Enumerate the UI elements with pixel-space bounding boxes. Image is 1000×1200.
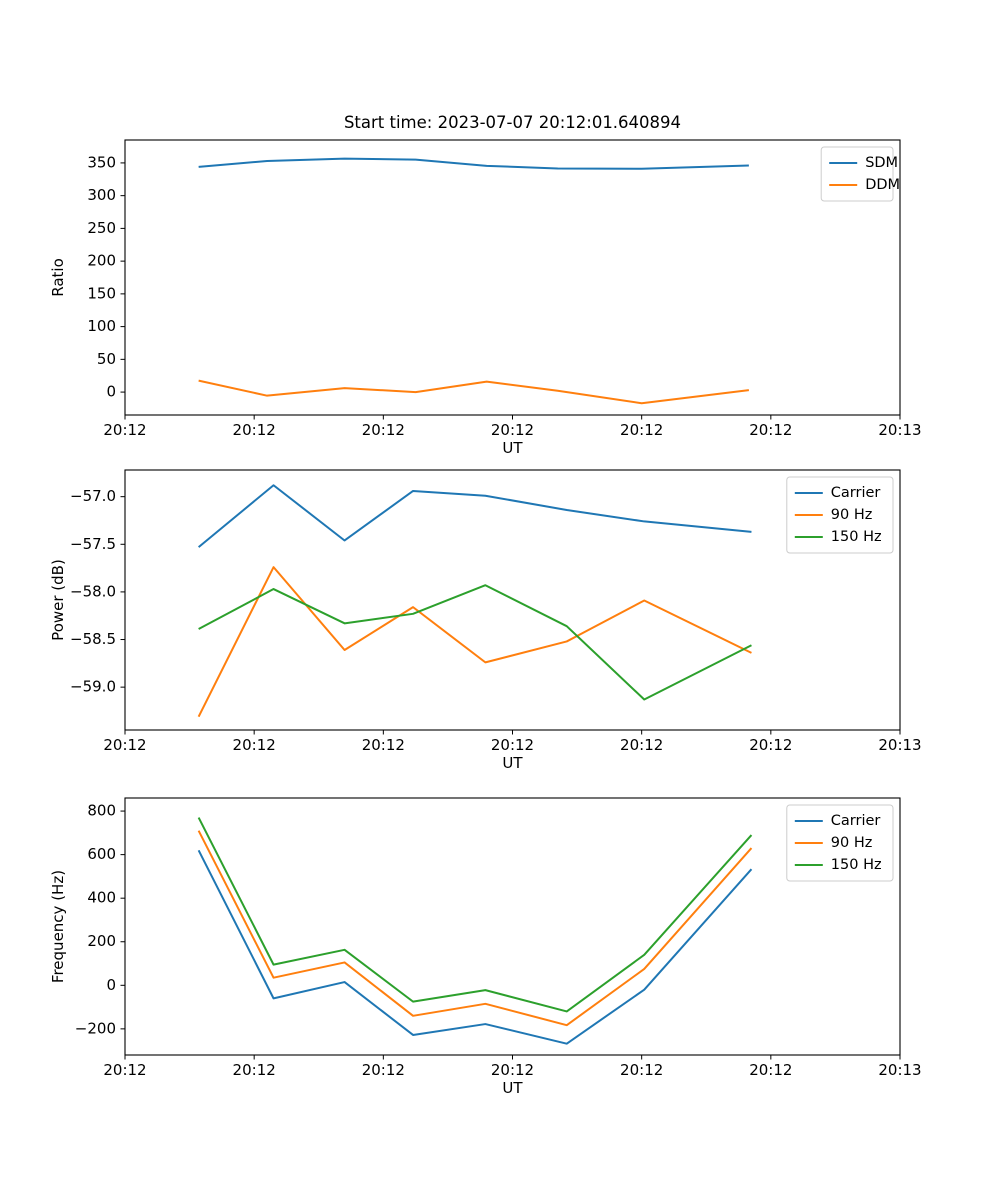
y-tick-label: 200	[87, 932, 116, 950]
x-tick-label: 20:12	[362, 421, 405, 439]
x-axis-label: UT	[502, 754, 523, 772]
x-tick-label: 20:12	[362, 736, 405, 754]
x-tick-label: 20:13	[878, 1061, 921, 1079]
x-tick-label: 20:12	[362, 1061, 405, 1079]
x-tick-label: 20:12	[233, 736, 276, 754]
x-tick-label: 20:12	[491, 1061, 534, 1079]
x-tick-label: 20:12	[103, 1061, 146, 1079]
x-tick-label: 20:12	[103, 736, 146, 754]
series-line-ddm	[198, 379, 750, 405]
x-tick-label: 20:12	[491, 421, 534, 439]
x-axis-label: UT	[502, 439, 523, 457]
chart-title: Start time: 2023-07-07 20:12:01.640894	[344, 113, 681, 132]
y-tick-label: 50	[97, 350, 116, 368]
legend-label-sdm: SDM	[865, 155, 898, 171]
y-axis-label: Power (dB)	[49, 559, 67, 641]
legend-background	[786, 476, 894, 554]
x-tick-label: 20:12	[620, 736, 663, 754]
x-tick-label: 20:12	[749, 421, 792, 439]
legend-label-90-hz: 90 Hz	[831, 835, 873, 851]
series-line-90-hz	[197, 830, 753, 1027]
legend-label-150-hz: 150 Hz	[831, 857, 882, 873]
series-line-150-hz	[198, 584, 752, 701]
x-tick-label: 20:12	[233, 1061, 276, 1079]
chart-legend: Carrier 90 Hz 150 Hz	[786, 804, 894, 882]
y-tick-label: 150	[87, 284, 116, 302]
x-tick-label: 20:13	[878, 421, 921, 439]
ratio-subplot: Start time: 2023-07-07 20:12:01.640894 0 5…	[49, 113, 922, 457]
y-tick-label: 800	[87, 802, 116, 820]
y-tick-label: 0	[106, 976, 116, 994]
legend-label-carrier: Carrier	[831, 485, 881, 501]
y-axis-label: Frequency (Hz)	[49, 870, 67, 983]
x-tick-label: 20:12	[620, 1061, 663, 1079]
plot-frame	[124, 139, 901, 416]
frequency-subplot: −200 0 200 400 600 800 20:12 20:12 20:12 20:12 20:…	[49, 797, 922, 1097]
chart-legend: SDM DDM	[820, 146, 900, 202]
x-tick-label: 20:12	[233, 421, 276, 439]
x-tick-label: 20:12	[103, 421, 146, 439]
y-tick-label: −57.0	[70, 487, 116, 505]
x-tick-label: 20:12	[620, 421, 663, 439]
series-line-carrier	[197, 484, 752, 548]
series-line-90-hz	[197, 566, 752, 718]
x-tick-label: 20:13	[878, 736, 921, 754]
y-tick-label: −200	[75, 1019, 116, 1037]
x-tick-label: 20:12	[749, 1061, 792, 1079]
x-axis-label: UT	[502, 1079, 523, 1097]
legend-label-150-hz: 150 Hz	[831, 529, 882, 545]
chart-legend: Carrier 90 Hz 150 Hz	[786, 476, 894, 554]
legend-background	[786, 804, 894, 882]
legend-label-ddm: DDM	[865, 177, 900, 193]
legend-label-carrier: Carrier	[831, 813, 881, 829]
y-tick-label: −58.5	[70, 630, 116, 648]
y-tick-label: −57.5	[70, 535, 116, 553]
legend-label-90-hz: 90 Hz	[831, 507, 873, 523]
y-tick-label: 200	[87, 252, 116, 270]
y-tick-label: −58.0	[70, 582, 116, 600]
x-tick-label: 20:12	[491, 736, 534, 754]
y-tick-label: 300	[87, 186, 116, 204]
y-tick-label: 600	[87, 845, 116, 863]
series-line-150-hz	[197, 817, 753, 1013]
legend-background	[820, 146, 894, 202]
y-tick-label: −59.0	[70, 678, 116, 696]
x-tick-label: 20:12	[749, 736, 792, 754]
power-subplot: −59.0 −58.5 −58.0 −57.5 −57.0 20:12 20:12 20:12…	[49, 469, 922, 772]
series-line-carrier	[197, 849, 753, 1045]
plot-frame	[124, 797, 901, 1056]
series-line-sdm	[198, 157, 749, 170]
y-tick-label: 400	[87, 889, 116, 907]
y-axis-label: Ratio	[49, 258, 67, 297]
y-tick-label: 250	[87, 219, 116, 237]
y-tick-label: 350	[87, 153, 116, 171]
y-tick-label: 0	[106, 383, 116, 401]
y-tick-label: 100	[87, 317, 116, 335]
